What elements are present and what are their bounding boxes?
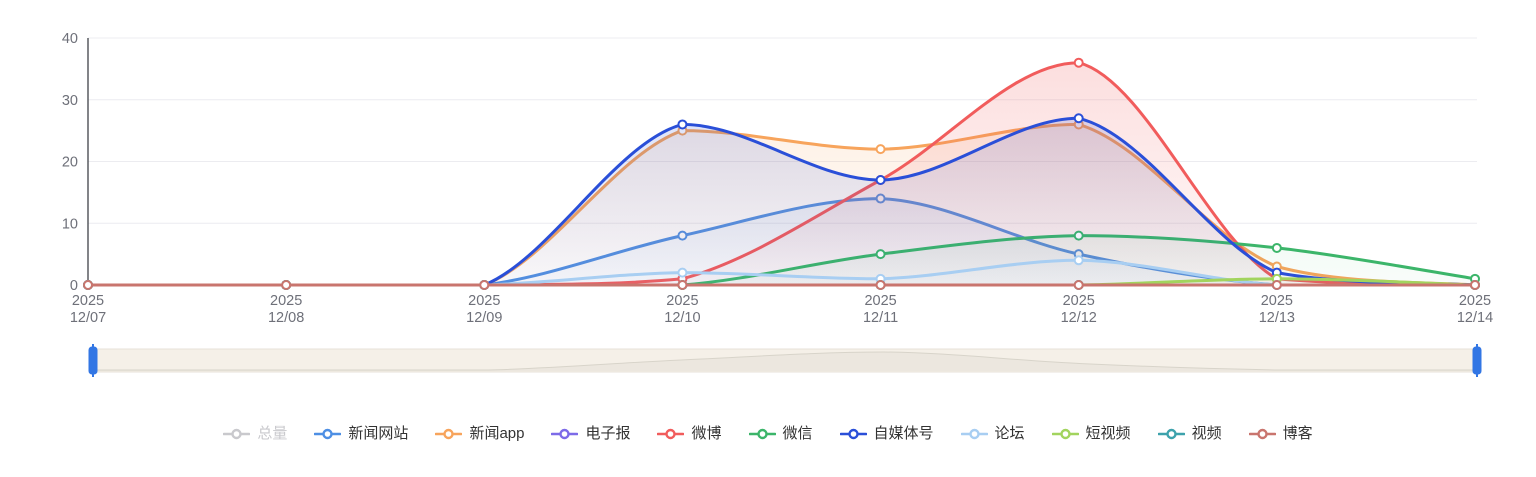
y-axis-label: 0 [70,278,78,294]
series-point-10[interactable] [1073,280,1084,290]
legend-label: 论坛 [994,425,1025,442]
x-axis-label-date: 12/07 [70,310,106,326]
series-point-5[interactable] [1271,242,1282,253]
series-point-10[interactable] [281,280,292,290]
legend-item-7[interactable]: 论坛 [960,425,1025,442]
legend-label: 短视频 [1085,425,1131,442]
series-point-6[interactable] [677,119,688,130]
x-axis-label-date: 12/09 [466,310,502,326]
y-axis-label: 10 [62,216,78,232]
x-axis-label-date: 12/14 [1457,310,1493,326]
legend-label: 新闻网站 [348,425,409,442]
x-axis-label-date: 12/13 [1259,310,1295,326]
series-point-10[interactable] [479,280,490,290]
legend-line-icon [435,428,463,439]
x-axis-label-year: 2025 [468,293,500,309]
series-point-10[interactable] [677,280,688,290]
legend-line-icon [551,428,579,439]
legend-item-10[interactable]: 博客 [1248,425,1313,442]
x-axis-label-year: 2025 [1459,293,1491,309]
x-axis-label-year: 2025 [666,293,698,309]
x-axis-label-year: 2025 [270,293,302,309]
legend-label: 总量 [257,425,288,442]
legend-item-0[interactable]: 总量 [223,426,287,441]
legend-item-4[interactable]: 微博 [657,425,722,442]
series-point-10[interactable] [1271,280,1282,290]
legend-line-icon [1248,428,1276,439]
legend-label: 博客 [1282,425,1313,442]
legend-label: 电子报 [585,425,631,442]
legend-item-5[interactable]: 微信 [748,425,813,442]
legend-label: 视频 [1191,425,1222,442]
legend-line-icon [223,428,251,439]
y-axis-label: 20 [62,155,78,171]
x-axis-label-year: 2025 [1261,293,1293,309]
legend-line-icon [1051,428,1079,439]
legend-label: 微信 [782,425,813,442]
legend-label: 微博 [691,425,722,442]
chart-canvas: 010203040202512/07202512/08202512/092025… [62,31,1493,377]
x-axis-label-date: 12/10 [664,310,700,326]
series-point-10[interactable] [1470,280,1480,290]
series-point-6[interactable] [875,175,886,186]
series-area-6 [88,118,1475,285]
legend-label: 新闻app [469,425,525,442]
legend-line-icon [960,428,988,439]
datazoom-handle-right[interactable] [1472,346,1482,375]
legend-item-9[interactable]: 视频 [1157,425,1222,442]
datazoom-shadow-line [92,351,1477,371]
series-area-7 [88,260,1475,285]
x-axis-label-date: 12/08 [268,310,304,326]
legend-line-icon [748,428,776,439]
datazoom-handle-left[interactable] [88,346,98,375]
legend: 总量 新闻网站 新闻app 电子报 微博 微信 自媒体号 论坛 短视频 视频 博客 [0,426,1536,441]
legend-line-icon [657,428,685,439]
series-point-7[interactable] [677,267,688,278]
y-axis-label: 30 [62,93,78,109]
legend-item-6[interactable]: 自媒体号 [839,425,934,442]
legend-item-1[interactable]: 新闻网站 [314,426,408,441]
x-axis-label-year: 2025 [1063,293,1095,309]
series-point-2[interactable] [875,144,886,155]
legend-line-icon [314,428,342,439]
legend-item-2[interactable]: 新闻app [435,426,524,441]
series-point-4[interactable] [1073,57,1084,68]
legend-label: 自媒体号 [873,425,934,442]
legend-line-icon [1157,428,1185,439]
series-point-10[interactable] [875,280,886,290]
legend-item-3[interactable]: 电子报 [551,426,630,441]
series-point-6[interactable] [1073,113,1084,124]
x-axis-label-year: 2025 [72,293,104,309]
legend-item-8[interactable]: 短视频 [1051,425,1131,442]
series-point-7[interactable] [1073,255,1084,266]
x-axis-label-date: 12/11 [863,310,898,326]
x-axis-label-date: 12/12 [1061,310,1097,326]
y-axis-label: 40 [62,31,78,47]
legend-line-icon [839,428,867,439]
series-point-10[interactable] [83,280,93,290]
x-axis-label-year: 2025 [864,293,896,309]
